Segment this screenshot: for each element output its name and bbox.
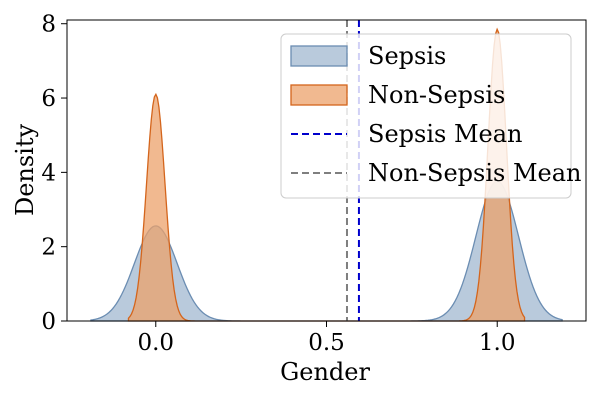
y-tick-label: 4 (41, 160, 56, 186)
x-tick-label: 0.5 (308, 330, 345, 356)
legend-box (280, 33, 572, 199)
legend-label-non-sepsis-mean: Non-Sepsis Mean (368, 159, 582, 187)
legend-label-non-sepsis: Non-Sepsis (368, 81, 505, 109)
y-tick-label: 8 (41, 12, 56, 38)
y-tick-label: 6 (41, 86, 56, 112)
legend-label-sepsis-mean: Sepsis Mean (368, 120, 523, 148)
legend: Sepsis Non-Sepsis Sepsis Mean Non-Sepsis Me… (280, 33, 582, 199)
legend-label-sepsis: Sepsis (368, 42, 446, 70)
y-tick-label: 2 (41, 235, 56, 261)
x-tick-label: 1.0 (479, 330, 516, 356)
legend-swatch-sepsis (290, 45, 348, 67)
x-axis-label: Gender (280, 358, 370, 386)
y-axis-label: Density (11, 124, 39, 217)
legend-swatch-non-sepsis (290, 84, 348, 106)
y-tick-label: 0 (41, 309, 56, 335)
axes: 0.0 0.5 1.0 0 2 4 6 8 (41, 12, 587, 356)
x-tick-label: 0.0 (137, 330, 174, 356)
